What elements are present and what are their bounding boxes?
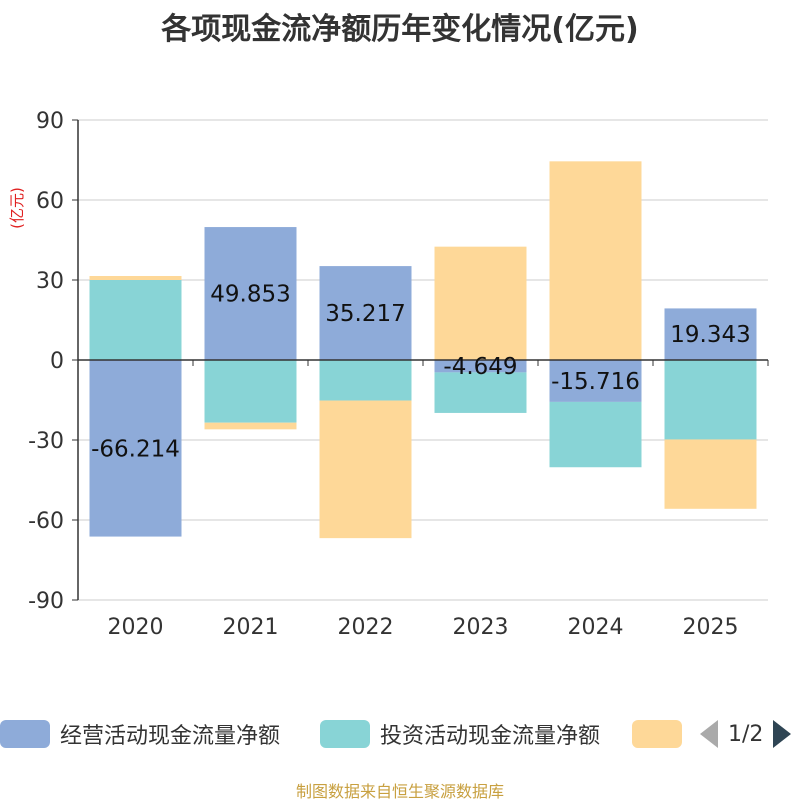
x-tick-label-2023: 2023: [453, 615, 509, 640]
bar-investing-2020: [89, 280, 182, 360]
bar-operating-2024: [549, 360, 642, 402]
bar-operating-2020: [89, 360, 182, 537]
bar-financing-2025: [664, 439, 757, 509]
bar-investing-2021: [204, 360, 297, 423]
legend-next-icon[interactable]: [773, 720, 792, 748]
y-tick-label: 90: [36, 109, 64, 134]
data-label-2025: 19.343: [670, 322, 750, 348]
y-axis-label: (亿元): [8, 187, 26, 229]
x-tick-label-2020: 2020: [108, 615, 164, 640]
legend-label-investing: 投资活动现金流量净额: [380, 724, 601, 749]
x-tick-label-2022: 2022: [338, 615, 394, 640]
bar-financing-2022: [319, 400, 412, 539]
bar-financing-2021: [204, 422, 297, 430]
bar-operating-2021: [204, 227, 297, 360]
y-tick-label: -30: [28, 429, 64, 454]
y-tick-label: 0: [50, 349, 64, 374]
bar-investing-2024: [549, 401, 642, 468]
legend-swatch-financing: [632, 720, 682, 748]
legend-item-financing[interactable]: [632, 716, 692, 752]
y-tick-label: 30: [36, 269, 64, 294]
data-label-2021: 49.853: [210, 282, 290, 308]
data-label-2024: -15.716: [551, 369, 640, 395]
legend-item-operating[interactable]: 经营活动现金流量净额: [0, 716, 280, 752]
x-tick-label-2021: 2021: [223, 615, 279, 640]
bar-financing-2023: [434, 246, 527, 360]
bar-investing-2022: [319, 360, 412, 401]
data-source-note: 制图数据来自恒生聚源数据库: [295, 782, 504, 801]
legend-prev-icon[interactable]: [700, 720, 718, 748]
data-label-2020: -66.214: [91, 436, 180, 462]
bar-operating-2023: [434, 360, 527, 373]
legend-item-investing[interactable]: 投资活动现金流量净额: [320, 716, 600, 752]
bar-operating-2025: [664, 308, 757, 360]
bar-financing-2020: [89, 276, 182, 280]
y-tick-label: 60: [36, 189, 64, 214]
legend-label-operating: 经营活动现金流量净额: [60, 724, 281, 749]
bar-investing-2023: [434, 372, 527, 413]
legend-swatch-operating: [0, 720, 50, 748]
bar-investing-2025: [664, 360, 757, 440]
bar-financing-2024: [549, 161, 642, 360]
data-label-2023: -4.649: [443, 354, 517, 380]
bar-operating-2022: [319, 266, 412, 360]
legend-swatch-investing: [320, 720, 370, 748]
data-label-2022: 35.217: [325, 301, 405, 327]
y-tick-label: -90: [28, 589, 64, 614]
x-tick-label-2024: 2024: [568, 615, 624, 640]
chart-plot: 90 60 30 0 -30 -60 -90 (亿元) 2020 2021 2022 2023 2024…: [8, 109, 769, 640]
legend-pager: 1/2: [700, 716, 792, 752]
y-tick-label: -60: [28, 509, 64, 534]
legend-page-indicator: 1/2: [728, 721, 764, 747]
chart-title: 各项现金流净额历年变化情况(亿元): [161, 12, 639, 47]
x-tick-label-2025: 2025: [683, 615, 739, 640]
